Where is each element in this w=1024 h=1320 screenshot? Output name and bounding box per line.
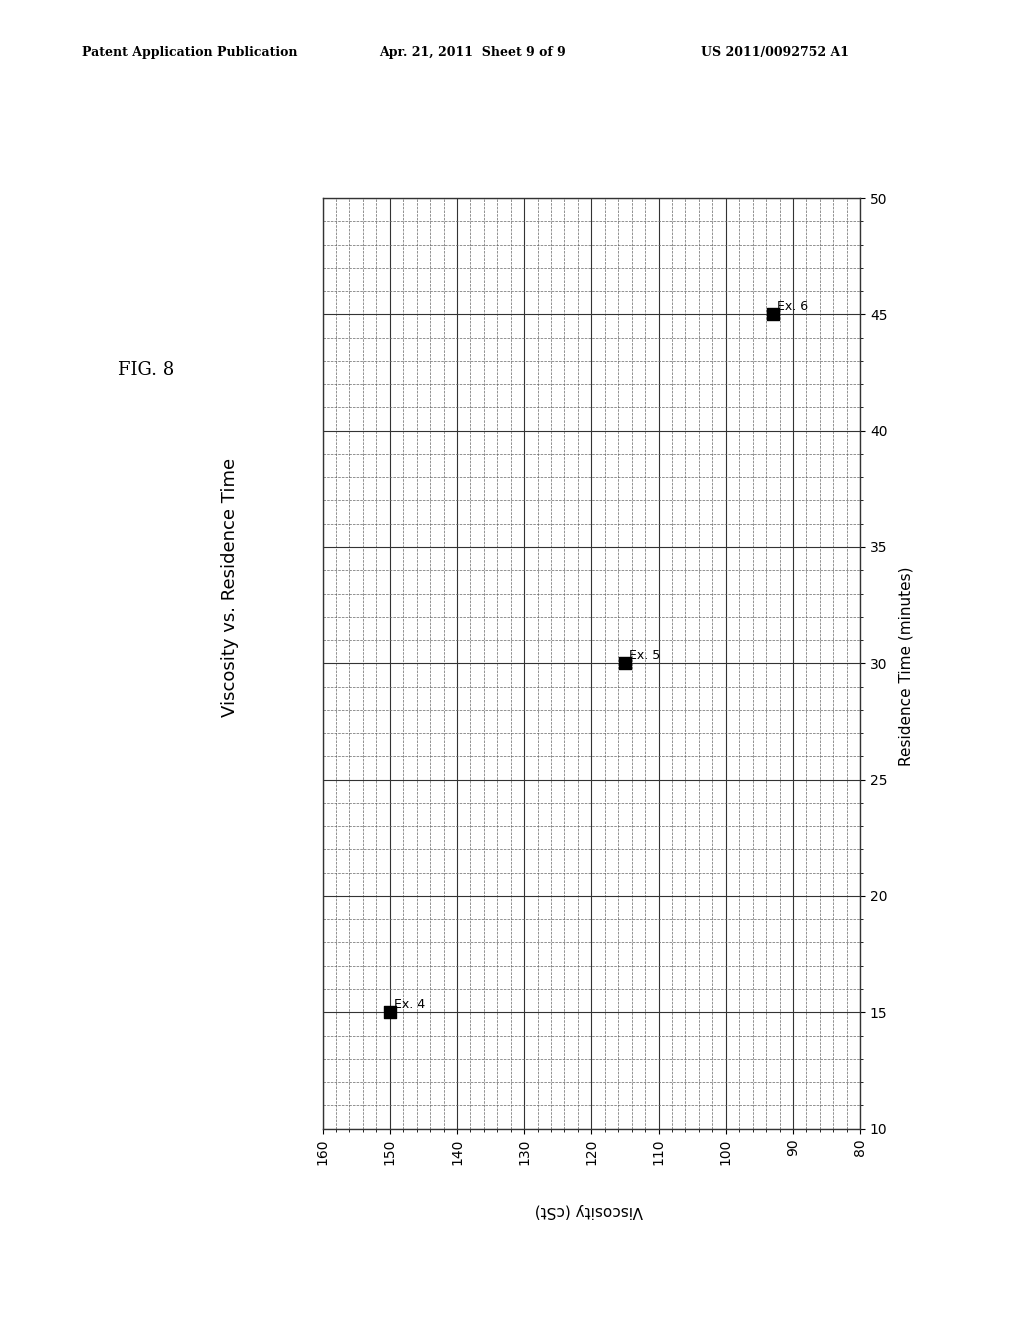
- Text: FIG. 8: FIG. 8: [118, 360, 174, 379]
- Text: Ex. 6: Ex. 6: [777, 300, 808, 313]
- Point: [616, 652, 633, 673]
- Text: US 2011/0092752 A1: US 2011/0092752 A1: [701, 46, 850, 59]
- Point: [765, 304, 781, 325]
- Text: Ex. 5: Ex. 5: [629, 649, 660, 663]
- Text: Residence Time (minutes): Residence Time (minutes): [899, 566, 913, 767]
- Text: Viscosity vs. Residence Time: Viscosity vs. Residence Time: [221, 458, 240, 717]
- Text: Viscosity (cSt): Viscosity (cSt): [535, 1203, 643, 1218]
- Text: Patent Application Publication: Patent Application Publication: [82, 46, 297, 59]
- Text: Ex. 4: Ex. 4: [394, 998, 425, 1011]
- Text: Apr. 21, 2011  Sheet 9 of 9: Apr. 21, 2011 Sheet 9 of 9: [379, 46, 565, 59]
- Point: [382, 1002, 398, 1023]
